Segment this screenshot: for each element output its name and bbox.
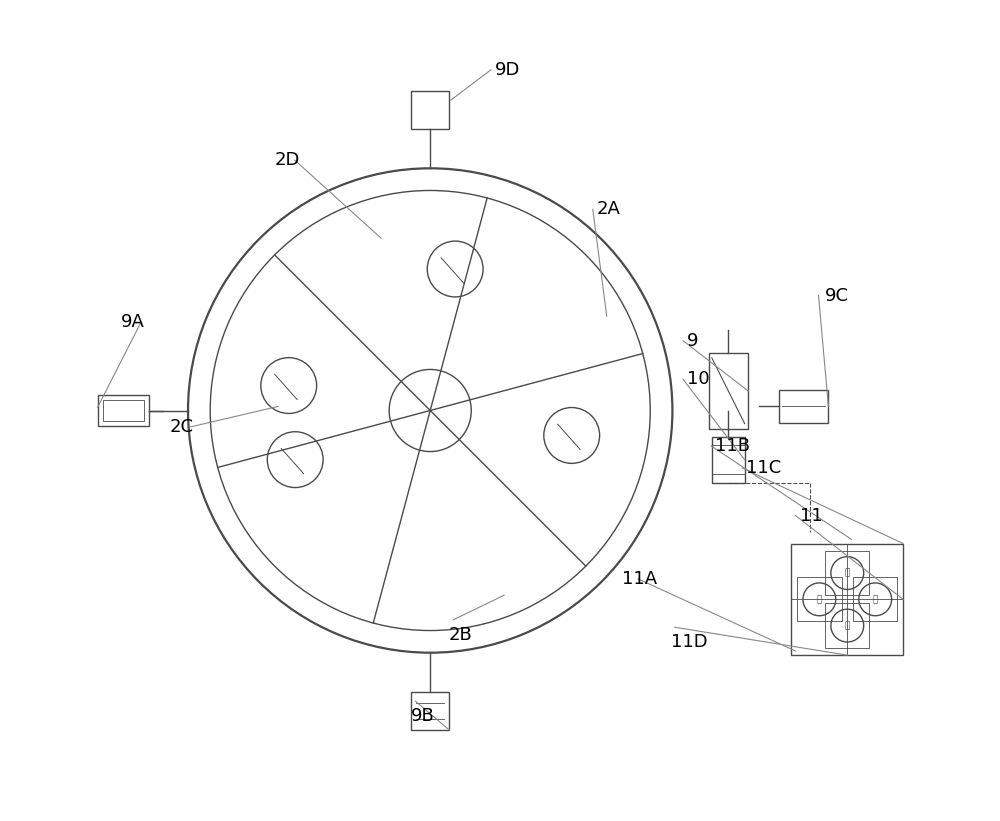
Bar [825,551,869,595]
Bar [791,544,903,655]
Text: 右: 右 [873,595,878,603]
Bar [712,437,745,483]
Bar [709,353,748,429]
Text: 11D: 11D [671,633,707,651]
Text: 2B: 2B [449,626,473,644]
Bar [779,390,828,423]
Text: 9B: 9B [411,707,435,725]
Bar [853,577,897,621]
Text: 2D: 2D [274,151,300,169]
Text: 11: 11 [800,507,822,525]
Text: 9A: 9A [121,313,145,331]
Bar [797,577,842,621]
Text: 后: 后 [845,621,850,630]
Text: 9C: 9C [825,287,849,305]
Text: 2A: 2A [597,200,621,218]
Text: 11C: 11C [746,459,782,477]
Text: 11A: 11A [622,570,657,588]
Text: 9: 9 [687,332,699,350]
Bar [825,603,869,648]
Bar [103,401,144,420]
Bar [411,91,449,129]
Text: 10: 10 [687,370,710,388]
Bar [411,692,449,730]
Text: 2C: 2C [170,418,194,436]
Text: 9D: 9D [495,61,520,79]
Text: 11B: 11B [715,437,750,455]
Text: 前: 前 [845,569,850,577]
Bar [98,396,149,425]
Text: 左: 左 [817,595,822,603]
